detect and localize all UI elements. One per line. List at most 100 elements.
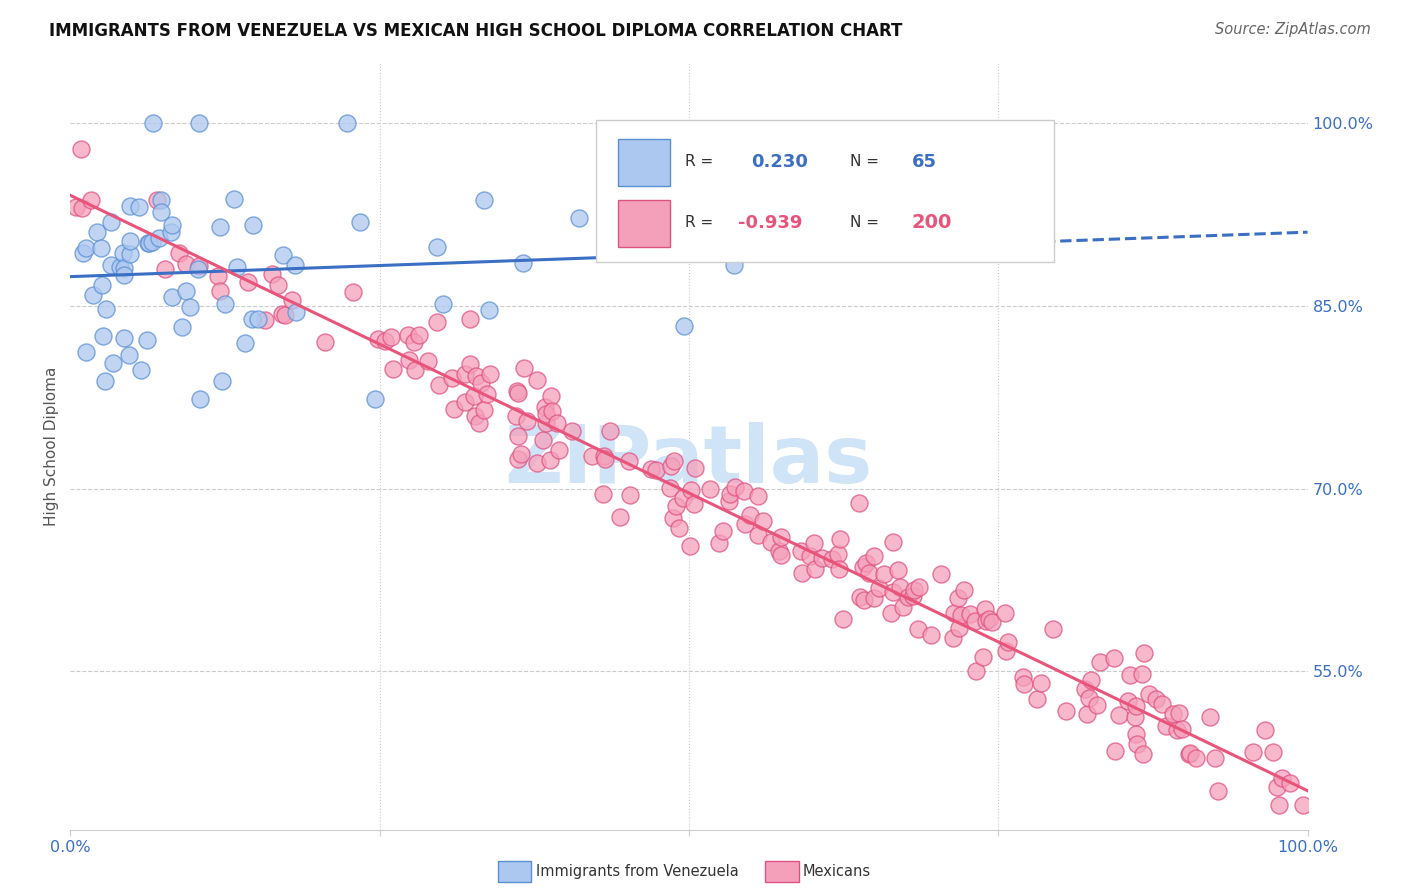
Point (94, 302, 117, 317)
Point (882, 535, 904, 549)
Point (547, 442, 569, 457)
Point (855, 556, 877, 570)
Point (75, 345, 97, 359)
Point (267, 278, 290, 293)
Point (262, 267, 284, 281)
Point (965, 664, 987, 678)
Point (903, 583, 925, 598)
Point (188, 259, 211, 273)
Point (997, 635, 1019, 649)
Point (920, 628, 942, 642)
Point (441, 371, 464, 385)
Point (342, 285, 364, 299)
Point (821, 551, 844, 566)
Point (534, 416, 557, 430)
Point (349, 215, 371, 229)
Point (80, 193, 103, 207)
Point (100, 215, 122, 229)
Point (1104, 744, 1126, 758)
Point (1054, 704, 1077, 718)
Point (463, 388, 485, 402)
Point (662, 453, 685, 467)
Point (404, 363, 426, 377)
Point (90, 277, 112, 292)
Point (285, 305, 308, 319)
Point (470, 376, 492, 390)
Point (828, 562, 851, 576)
Point (1253, 723, 1275, 737)
Point (907, 623, 929, 637)
Point (398, 352, 420, 367)
Point (832, 612, 855, 626)
Point (613, 184, 636, 198)
Point (903, 589, 925, 603)
Point (880, 606, 903, 620)
Point (581, 449, 603, 463)
Point (188, 116, 211, 130)
Point (768, 544, 790, 558)
Point (858, 566, 880, 580)
Point (129, 362, 152, 376)
Y-axis label: High School Diploma: High School Diploma (44, 367, 59, 525)
Point (862, 591, 884, 605)
Point (138, 235, 160, 250)
Point (953, 582, 976, 597)
Text: N =: N = (849, 215, 879, 230)
Point (747, 527, 769, 541)
Point (526, 456, 548, 470)
Point (769, 530, 792, 544)
Point (645, 463, 668, 477)
Point (965, 614, 987, 628)
Text: 200: 200 (911, 213, 952, 232)
Point (827, 547, 849, 561)
Point (681, 483, 703, 497)
Point (1074, 682, 1097, 697)
FancyBboxPatch shape (596, 120, 1054, 262)
Point (336, 116, 359, 130)
Point (534, 400, 557, 414)
Point (1268, 798, 1291, 813)
Point (380, 330, 402, 344)
Point (472, 403, 495, 417)
Point (186, 261, 208, 276)
Point (887, 563, 910, 577)
Point (1042, 622, 1064, 636)
Point (464, 409, 486, 424)
Point (472, 193, 495, 207)
Point (662, 510, 685, 524)
Point (619, 454, 641, 468)
Point (90, 241, 112, 255)
Point (994, 606, 1017, 620)
Point (1204, 751, 1226, 765)
Point (72, 246, 94, 260)
Point (112, 268, 135, 282)
Point (284, 258, 307, 272)
Point (148, 231, 170, 245)
Point (1156, 719, 1178, 733)
Point (1130, 666, 1153, 681)
Point (599, 425, 621, 439)
Point (852, 560, 875, 574)
Point (665, 499, 688, 513)
Point (506, 385, 529, 400)
Point (723, 258, 745, 272)
Text: IMMIGRANTS FROM VENEZUELA VS MEXICAN HIGH SCHOOL DIPLOMA CORRELATION CHART: IMMIGRANTS FROM VENEZUELA VS MEXICAN HIG… (49, 22, 903, 40)
Point (246, 312, 269, 326)
Point (150, 205, 173, 219)
Point (86, 225, 108, 239)
Point (100, 258, 122, 272)
Point (188, 392, 211, 406)
Point (516, 414, 538, 428)
Point (510, 446, 533, 460)
Text: 65: 65 (911, 153, 936, 170)
Point (803, 536, 825, 550)
Point (1161, 706, 1184, 721)
Point (1088, 655, 1111, 669)
Point (1012, 677, 1035, 691)
Point (108, 260, 131, 274)
Point (711, 524, 734, 539)
Point (683, 496, 706, 510)
Point (1132, 646, 1154, 660)
Point (374, 334, 396, 349)
Point (1076, 707, 1098, 722)
